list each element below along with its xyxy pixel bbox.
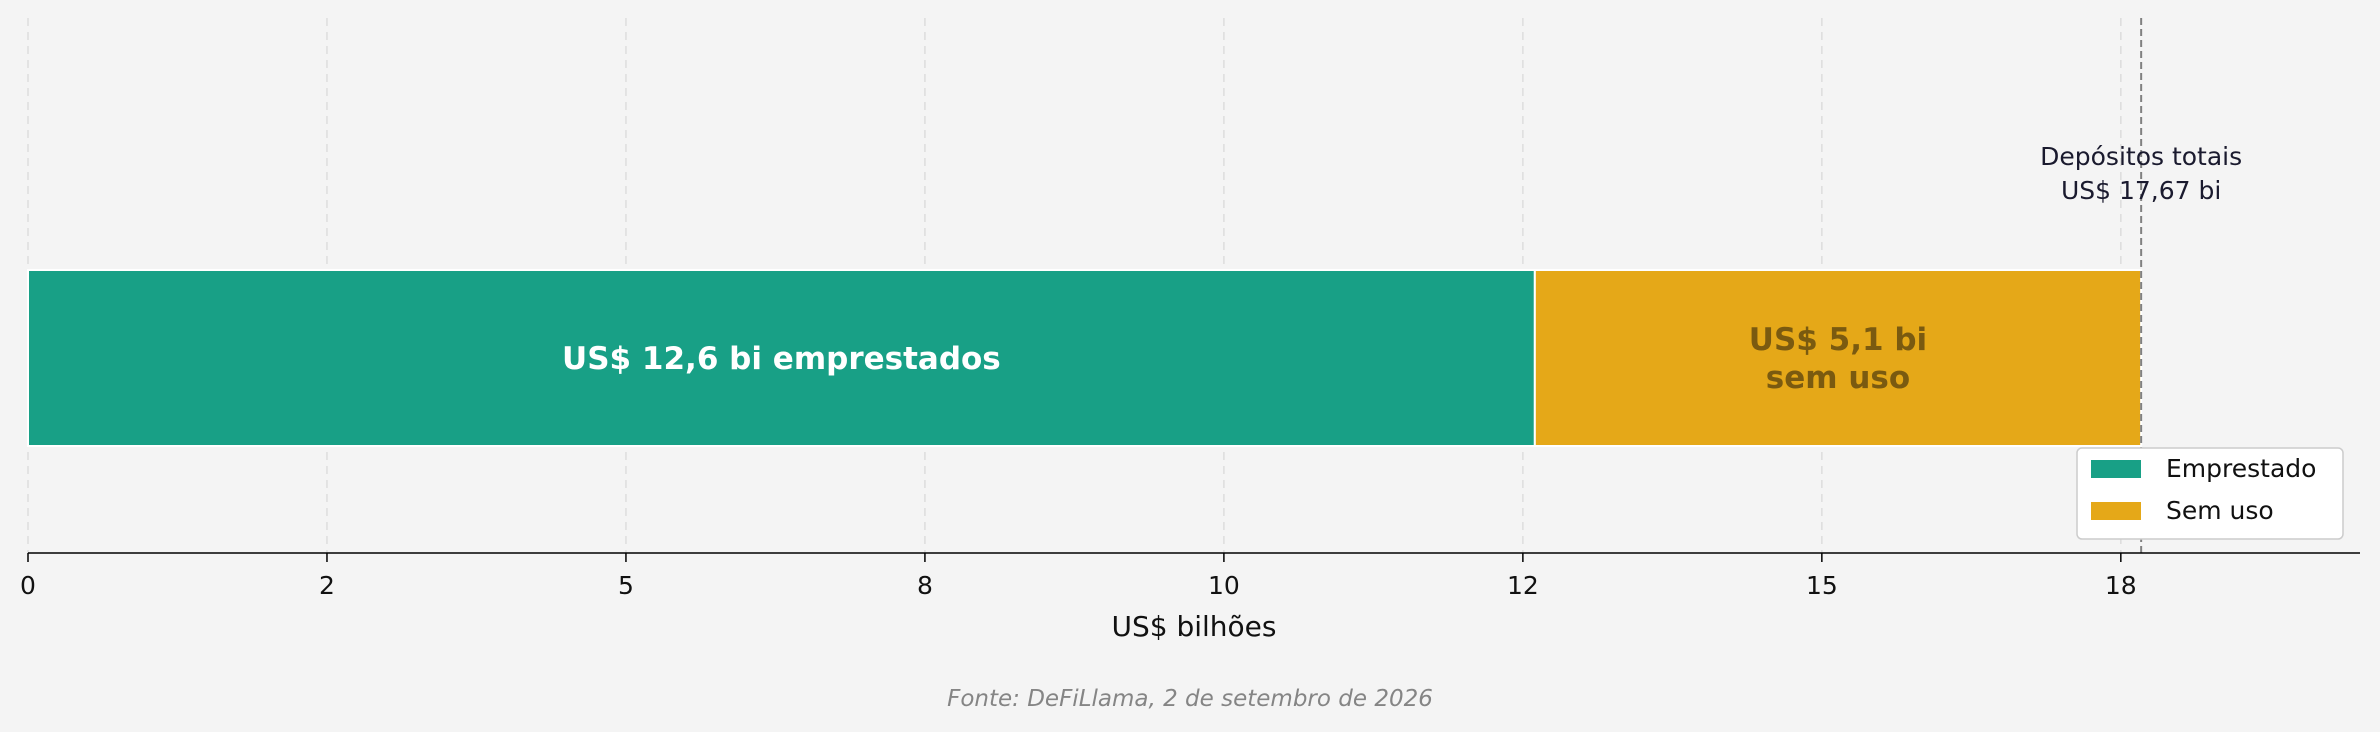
legend: Emprestado Sem uso — [2076, 447, 2344, 540]
x-tick-label: 2 — [319, 571, 335, 600]
x-tick-label: 18 — [2105, 571, 2137, 600]
x-tick-label: 8 — [917, 571, 933, 600]
x-tick-label: 5 — [618, 571, 634, 600]
total-deposits-label: Depósitos totais — [2040, 142, 2242, 171]
legend-swatch — [2091, 502, 2141, 520]
x-tick-label: 12 — [1507, 571, 1539, 600]
total-deposits-label: US$ 17,67 bi — [2061, 176, 2221, 205]
x-axis: 0 2 5 8 10 12 15 18 — [20, 552, 2360, 600]
source-note: Fonte: DeFiLlama, 2 de setembro de 2026 — [947, 686, 1433, 712]
legend-label: Emprestado — [2166, 454, 2316, 483]
total-deposits-marker: Depósitos totais US$ 17,67 bi — [2040, 18, 2242, 553]
x-axis-label: US$ bilhões — [1111, 610, 1276, 643]
legend-label: Sem uso — [2166, 496, 2274, 525]
legend-frame — [2076, 447, 2344, 540]
x-tick-label: 10 — [1208, 571, 1240, 600]
bar-segment — [1533, 269, 2143, 447]
x-tick-label: 0 — [20, 571, 36, 600]
bar-segment — [27, 269, 1536, 447]
bar-data-label: sem uso — [1766, 360, 1910, 396]
x-tick-label: 15 — [1806, 571, 1838, 600]
bar-data-label: US$ 12,6 bi emprestados — [562, 341, 1001, 377]
bar-data-label: US$ 5,1 bi — [1749, 322, 1927, 358]
legend-swatch — [2091, 460, 2141, 478]
